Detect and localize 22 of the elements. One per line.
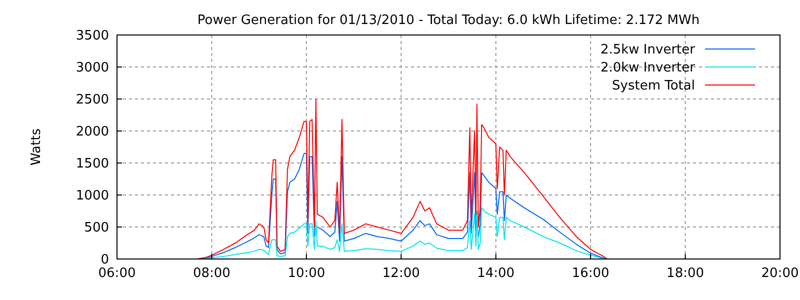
y-tick-label: 3000 [76,60,109,76]
y-tick-label: 2000 [76,124,109,140]
chart-title: Power Generation for 01/13/2010 - Total Today: 6.0 kWh Lifetime: 2.172 MWh [197,13,700,28]
x-tick-label: 18:00 [666,266,704,281]
x-tick-label: 06:00 [98,266,136,281]
y-tick-label: 1000 [76,188,109,204]
y-tick-label: 1500 [76,156,109,172]
legend-label: 2.5kw Inverter [600,42,696,58]
legend-label: System Total [612,78,695,94]
y-tick-label: 0 [100,252,109,268]
line-series [197,98,608,260]
y-tick-label: 2500 [76,92,109,108]
x-tick-label: 10:00 [288,266,326,281]
x-tick-label: 14:00 [477,266,515,281]
x-tick-label: 16:00 [572,266,610,281]
y-tick-label: 500 [84,220,109,236]
x-tick-label: 20:00 [761,266,799,281]
y-axis-title: Watts [29,128,44,166]
x-tick-label: 08:00 [192,266,230,281]
legend-label: 2.0kw Inverter [600,60,696,76]
x-tick-label: 12:00 [382,266,420,281]
y-tick-label: 3500 [76,28,109,44]
